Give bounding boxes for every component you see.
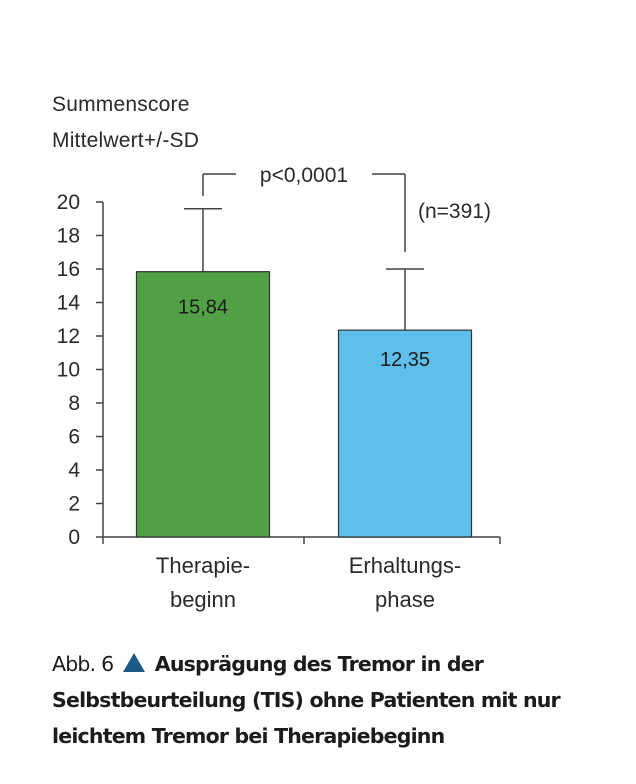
x-tick-label: Erhaltungs-: [349, 553, 462, 578]
y-tick-label: 4: [68, 459, 80, 482]
y-tick-label: 0: [68, 526, 80, 549]
x-tick-label: phase: [375, 587, 435, 612]
caption-title: Ausprägung des Tremor in der Selbstbeurt…: [52, 652, 561, 748]
bar: [135, 271, 271, 538]
triangle-icon: [123, 653, 146, 672]
bar-chart: 0 2 4 6 8 10 12 14 16 18 20 15,84 Therapie-beginn 12,…: [57, 164, 501, 612]
x-tick-label: Therapie-: [156, 553, 250, 578]
y-tick-label: 2: [68, 493, 80, 516]
y-axis-label-line-1: Summenscore: [52, 93, 190, 116]
y-tick-label: 14: [57, 292, 81, 315]
y-tick-label: 16: [57, 258, 80, 281]
y-tick-label: 18: [57, 225, 80, 248]
significance-label: p<0,0001: [260, 164, 348, 187]
sample-size-label: (n=391): [418, 200, 491, 223]
bar-value-label: 15,84: [178, 297, 228, 319]
y-tick-label: 8: [68, 392, 80, 415]
y-axis-label-line-2: Mittelwert+/-SD: [52, 129, 200, 152]
x-tick-label: beginn: [170, 587, 236, 612]
figure-caption: Abb. 6 Ausprägung des Tremor in der Selb…: [52, 646, 622, 754]
bar: [337, 329, 473, 538]
caption-prefix: Abb. 6: [52, 652, 114, 676]
y-tick-label: 12: [57, 325, 80, 348]
y-tick-label: 10: [57, 359, 80, 382]
bar-value-label: 12,35: [380, 349, 430, 371]
y-tick-label: 20: [57, 191, 80, 214]
y-tick-label: 6: [68, 426, 80, 449]
